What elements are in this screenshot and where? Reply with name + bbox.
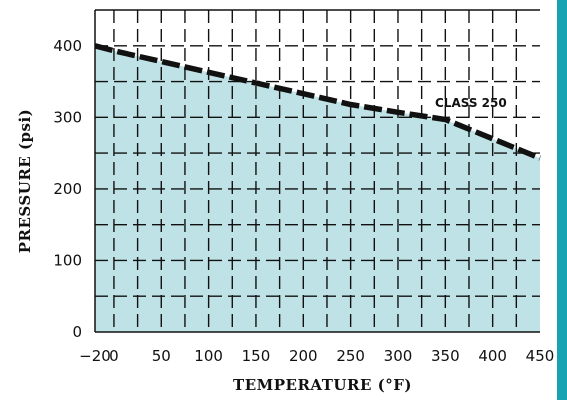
x-tick-label-1: 0 bbox=[109, 347, 119, 365]
x-tick-label-8: 350 bbox=[431, 347, 460, 365]
x-axis-ticks: −200 50 100 150 200 250 300 350 400 450 bbox=[79, 347, 554, 365]
y-axis-ticks: 0 100 200 300 400 bbox=[53, 37, 82, 341]
x-tick-label-5: 200 bbox=[289, 347, 318, 365]
series-label-class-250: CLASS 250 bbox=[435, 96, 507, 110]
y-tick-label-100: 100 bbox=[53, 251, 82, 269]
edge-accent-bar bbox=[557, 0, 567, 400]
x-axis-title: TEMPERATURE (°F) bbox=[233, 376, 412, 394]
y-axis-title: PRESSURE (psi) bbox=[16, 109, 34, 254]
x-tick-label-2: 50 bbox=[152, 347, 171, 365]
x-tick-label-6: 250 bbox=[336, 347, 365, 365]
series-line-class-250 bbox=[94, 43, 542, 161]
x-tick-label-3: 100 bbox=[194, 347, 223, 365]
y-tick-label-400: 400 bbox=[53, 37, 82, 55]
grid-lines bbox=[95, 10, 540, 332]
x-tick-label-4: 150 bbox=[242, 347, 271, 365]
plot-frame bbox=[94, 9, 540, 333]
x-tick-label-10: 450 bbox=[526, 347, 555, 365]
y-tick-label-0: 0 bbox=[72, 323, 82, 341]
y-tick-label-300: 300 bbox=[53, 108, 82, 126]
x-tick-label-9: 400 bbox=[478, 347, 507, 365]
x-tick-label-0: −20 bbox=[79, 347, 111, 365]
y-tick-label-200: 200 bbox=[53, 180, 82, 198]
x-tick-label-7: 300 bbox=[384, 347, 413, 365]
